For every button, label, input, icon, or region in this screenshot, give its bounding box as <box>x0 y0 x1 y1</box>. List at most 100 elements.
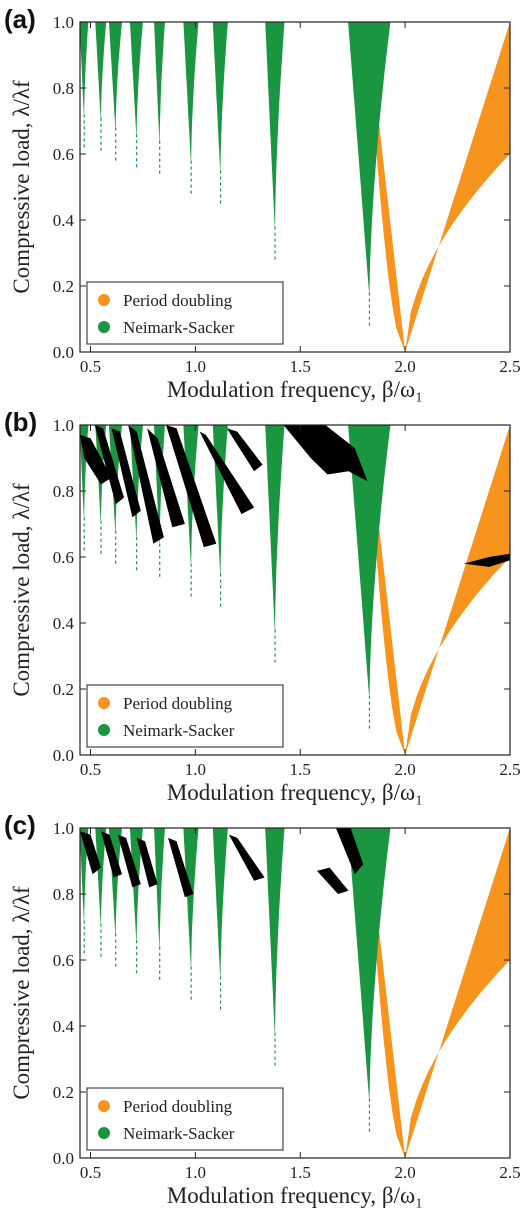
legend-label: Period doubling <box>123 694 233 713</box>
legend-label: Neimark-Sacker <box>123 721 235 740</box>
other-instability-region <box>117 834 141 888</box>
y-axis-label: Compressive load, λ/λf <box>9 886 34 1100</box>
neimark-sacker-tongue <box>80 22 89 115</box>
plot-area <box>80 22 510 352</box>
neimark-sacker-tongue <box>154 22 165 141</box>
neimark-sacker-tongue <box>265 828 285 1033</box>
y-tick-label: 0.2 <box>53 277 74 296</box>
panel-c: 0.5 1.0 1.5 2.0 2.5 0.0 0.2 0.4 0.6 0.8 1.0 Modulat… <box>0 806 528 1210</box>
neimark-sacker-tongue <box>348 22 391 293</box>
legend-label: Neimark-Sacker <box>123 318 235 337</box>
legend: Period doubling Neimark-Sacker <box>86 684 284 748</box>
plot-area <box>80 425 510 755</box>
x-tick-label: 0.5 <box>80 1163 101 1182</box>
neimark-sacker-tongue <box>108 22 122 128</box>
y-tick-label: 0.8 <box>53 482 74 501</box>
y-tick-label: 0.6 <box>53 145 74 164</box>
y-tick-label: 1.0 <box>53 819 74 838</box>
panel-label: (a) <box>4 4 36 34</box>
x-tick-label: 2.5 <box>499 760 520 779</box>
plot-area <box>80 828 510 1158</box>
x-tick-label: 2.0 <box>394 760 415 779</box>
neimark-sacker-tongue <box>212 425 228 574</box>
period-doubling-region <box>367 828 510 1158</box>
y-tick-label: 0.6 <box>53 951 74 970</box>
other-instability-region <box>335 828 364 875</box>
y-tick-label: 0.0 <box>53 1149 74 1168</box>
x-tick-label: 1.5 <box>290 357 311 376</box>
y-tick-label: 0.2 <box>53 1083 74 1102</box>
other-instability-region <box>226 428 263 472</box>
legend-label: Period doubling <box>123 1097 233 1116</box>
neimark-sacker-tongue <box>154 828 165 947</box>
x-tick-label: 2.0 <box>394 357 415 376</box>
chart-svg: 0.5 1.0 1.5 2.0 2.50.00.20.40.60.81.0Modulat… <box>4 4 521 402</box>
neimark-sacker-tongue <box>129 22 143 135</box>
other-instability-region <box>128 425 164 544</box>
other-instability-region <box>317 867 349 894</box>
y-tick-label: 0.6 <box>53 548 74 567</box>
x-tick-label: 1.5 <box>290 760 311 779</box>
panel-label: (b) <box>4 407 37 437</box>
axes-frame <box>79 827 511 1159</box>
neimark-sacker-tongue <box>348 828 391 1099</box>
x-tick-label: 0.5 <box>80 357 101 376</box>
neimark-sacker-tongue <box>212 22 228 171</box>
axes-frame <box>79 424 511 756</box>
other-instability-region <box>199 431 255 515</box>
other-instability-region <box>463 553 510 567</box>
y-tick-label: 1.0 <box>53 13 74 32</box>
other-instability-region <box>94 425 124 505</box>
x-tick-label: 2.0 <box>394 1163 415 1182</box>
neimark-sacker-tongue <box>265 425 285 630</box>
y-tick-label: 0.2 <box>53 680 74 699</box>
y-axis-label: Compressive load, λ/λf <box>9 80 34 294</box>
neimark-sacker-tongue <box>95 22 107 118</box>
neimark-sacker-tongue <box>95 828 107 924</box>
period-doubling-region <box>367 425 510 755</box>
y-tick-label: 1.0 <box>53 416 74 435</box>
period-doubling-region <box>367 22 510 352</box>
legend-marker <box>98 321 110 333</box>
x-tick-label: 1.0 <box>185 760 206 779</box>
legend-marker <box>98 724 110 736</box>
y-tick-label: 0.4 <box>53 211 75 230</box>
y-axis-label: Compressive load, λ/λf <box>9 483 34 697</box>
legend-label: Neimark-Sacker <box>123 1124 235 1143</box>
x-tick-label: 2.5 <box>499 357 520 376</box>
legend: Period doubling Neimark-Sacker <box>86 1087 284 1151</box>
other-instability-region <box>111 428 141 518</box>
neimark-sacker-tongue <box>348 425 391 696</box>
other-instability-region <box>136 837 158 888</box>
legend-marker <box>98 697 110 709</box>
y-tick-label: 0.8 <box>53 79 74 98</box>
other-instability-region <box>147 428 185 528</box>
x-tick-label: 0.5 <box>80 760 101 779</box>
x-tick-label: 1.5 <box>290 1163 311 1182</box>
neimark-sacker-tongue <box>265 22 285 227</box>
panel-b: 0.5 1.0 1.5 2.0 2.5 0.0 0.2 0.4 0.6 0.8 1.0 Modulat… <box>0 403 528 807</box>
x-tick-label: 2.5 <box>499 1163 520 1182</box>
panel-label: (c) <box>4 810 36 840</box>
legend-marker <box>98 1127 110 1139</box>
x-axis-label: Modulation frequency, β/ω₁ <box>167 377 423 402</box>
legend: Period doubling Neimark-Sacker <box>86 281 284 345</box>
other-instability-region <box>80 434 112 485</box>
legend-marker <box>98 1100 110 1112</box>
x-axis-label: Modulation frequency, β/ω₁ <box>167 780 423 805</box>
x-tick-label: 1.0 <box>185 1163 206 1182</box>
axes-frame <box>79 21 511 353</box>
y-tick-label: 0.8 <box>53 885 74 904</box>
panel-a: 0.5 1.0 1.5 2.0 2.5 0.0 0.2 0.4 0.6 0.8 1.0 Modulat… <box>0 0 528 404</box>
other-instability-region <box>168 837 194 898</box>
other-instability-region <box>228 834 265 881</box>
chart-svg: 0.5 1.0 1.5 2.0 2.50.00.20.40.60.81.0Modulat… <box>4 810 521 1208</box>
legend-marker <box>98 294 110 306</box>
chart-svg: 0.5 1.0 1.5 2.0 2.50.00.20.40.60.81.0Modulat… <box>4 407 521 805</box>
x-axis-label: Modulation frequency, β/ω₁ <box>167 1183 423 1208</box>
y-tick-label: 0.4 <box>53 1017 75 1036</box>
legend-label: Period doubling <box>123 291 233 310</box>
neimark-sacker-tongue <box>183 22 199 161</box>
other-instability-region <box>283 425 368 482</box>
y-tick-label: 0.0 <box>53 343 74 362</box>
